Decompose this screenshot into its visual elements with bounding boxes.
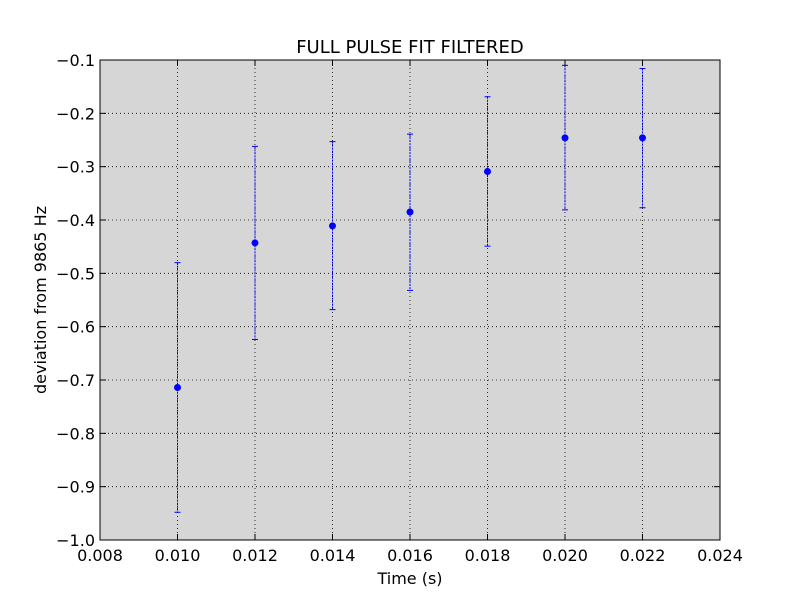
x-tick-label: 0.010 bbox=[155, 546, 201, 565]
y-tick-label: −1.0 bbox=[56, 531, 95, 550]
x-tick-label: 0.024 bbox=[697, 546, 743, 565]
data-point bbox=[329, 222, 336, 230]
x-tick-label: 0.018 bbox=[465, 546, 511, 565]
data-point bbox=[561, 134, 569, 142]
y-tick-label: −0.6 bbox=[56, 318, 95, 337]
data-point bbox=[639, 134, 646, 142]
axis-ticks: 0.008 0.010 0.012 0.014 0.016 0.018 0.020 0.022… bbox=[56, 51, 743, 565]
data-point bbox=[174, 383, 181, 391]
y-tick-label: −0.3 bbox=[56, 158, 95, 177]
y-tick-label: −0.5 bbox=[56, 264, 95, 283]
data-point bbox=[484, 167, 491, 175]
x-tick-label: 0.014 bbox=[310, 546, 356, 565]
x-tick-label: 0.020 bbox=[542, 546, 588, 565]
y-tick-label: −0.7 bbox=[56, 371, 95, 390]
data-point bbox=[406, 208, 414, 216]
y-tick-label: −0.4 bbox=[56, 211, 95, 230]
y-tick-label: −0.1 bbox=[56, 51, 95, 70]
x-tick-label: 0.022 bbox=[620, 546, 666, 565]
x-tick-label: 0.016 bbox=[387, 546, 433, 565]
data-points bbox=[174, 134, 646, 391]
y-tick-label: −0.8 bbox=[56, 424, 95, 443]
x-tick-label: 0.012 bbox=[232, 546, 278, 565]
x-tick-label: 0.008 bbox=[77, 546, 123, 565]
y-tick-label: −0.9 bbox=[56, 478, 95, 497]
data-point bbox=[251, 239, 259, 247]
y-axis-label: deviation from 9865 Hz bbox=[31, 206, 50, 394]
y-tick-label: −0.2 bbox=[56, 104, 95, 123]
chart-title: FULL PULSE FIT FILTERED bbox=[296, 37, 524, 58]
x-axis-label: Time (s) bbox=[376, 569, 442, 588]
